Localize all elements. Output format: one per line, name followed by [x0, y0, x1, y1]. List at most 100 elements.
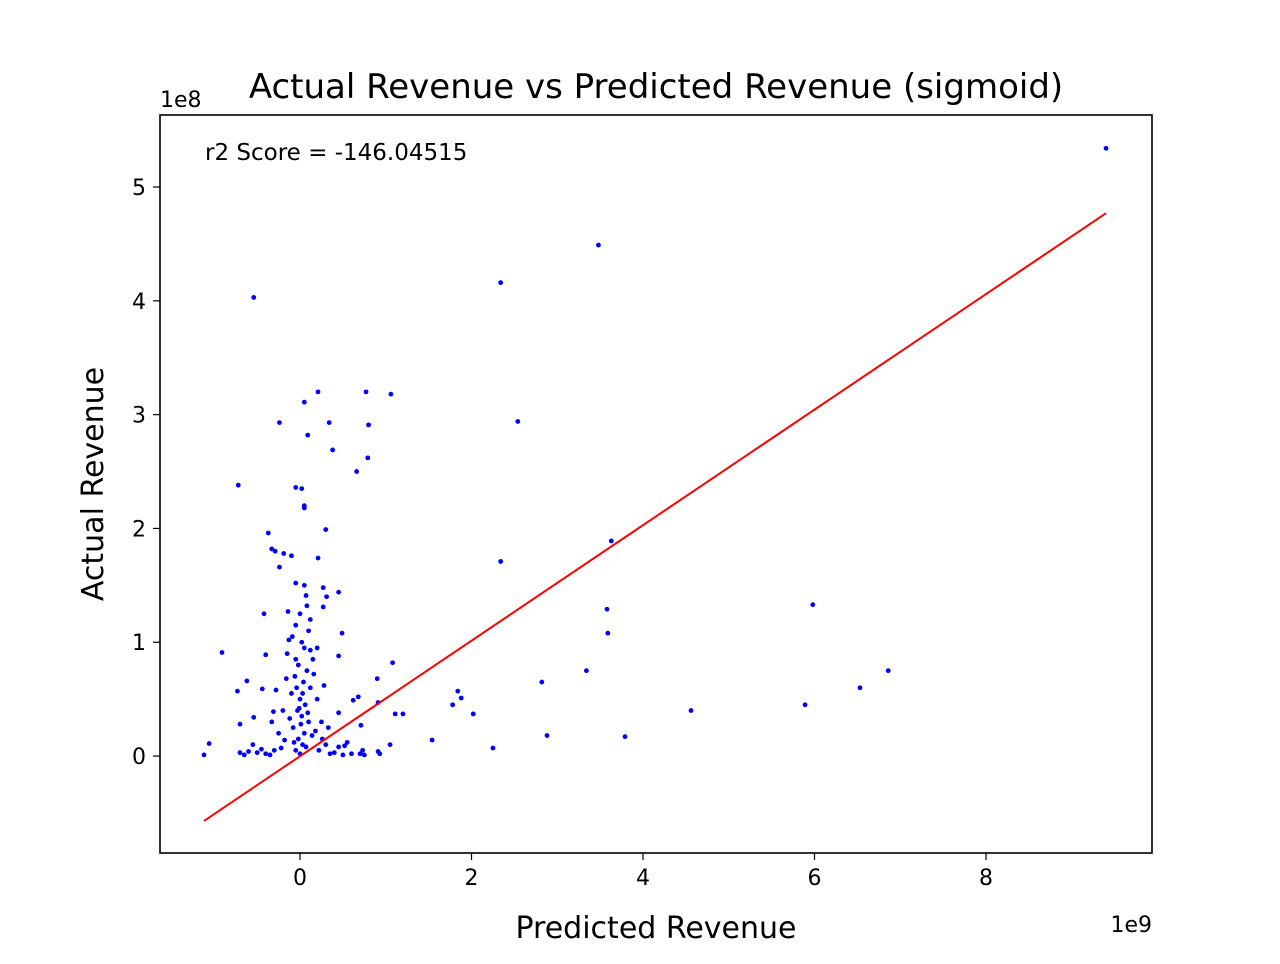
point	[241, 752, 247, 758]
point	[261, 611, 267, 617]
point	[206, 741, 212, 746]
point	[246, 749, 251, 754]
point	[340, 752, 346, 758]
point	[314, 645, 320, 651]
point	[291, 739, 297, 745]
point	[237, 750, 243, 756]
point	[303, 593, 309, 598]
point	[596, 242, 601, 248]
point	[293, 656, 299, 662]
point	[265, 530, 271, 536]
point	[299, 713, 305, 719]
point	[857, 685, 863, 691]
point	[319, 719, 324, 725]
annotation: r2 Score = -146.04515	[205, 140, 467, 166]
point	[295, 662, 301, 668]
point	[267, 752, 273, 758]
point	[285, 609, 291, 614]
point	[321, 683, 327, 688]
plot-area	[201, 145, 1109, 822]
point	[235, 688, 240, 694]
chart-title: Actual Revenue vs Predicted Revenue (sig…	[249, 67, 1063, 107]
point	[306, 628, 311, 634]
point	[290, 725, 296, 730]
point	[273, 687, 279, 693]
point	[307, 647, 313, 653]
x-offset-label: 1e9	[1110, 913, 1152, 938]
point	[455, 688, 461, 694]
point	[296, 705, 302, 711]
point	[301, 505, 307, 511]
point	[301, 730, 307, 736]
point	[286, 637, 292, 643]
point	[289, 691, 294, 696]
point	[301, 399, 307, 405]
point	[304, 603, 310, 609]
point	[219, 650, 225, 655]
point	[307, 685, 313, 691]
point	[311, 671, 317, 677]
point	[287, 716, 293, 721]
point	[269, 546, 275, 552]
point	[289, 553, 294, 559]
point	[515, 419, 521, 424]
point	[280, 708, 286, 713]
point	[259, 686, 265, 692]
point	[622, 734, 628, 740]
point	[470, 711, 476, 717]
point	[327, 751, 333, 757]
point	[802, 702, 808, 708]
point	[300, 691, 305, 696]
point	[292, 673, 298, 679]
point	[316, 747, 322, 753]
point	[324, 594, 330, 600]
point	[366, 422, 372, 428]
point	[429, 737, 435, 743]
point	[688, 708, 694, 713]
point	[304, 668, 310, 674]
point	[310, 656, 316, 662]
point	[325, 725, 331, 730]
x-axis-label: Predicted Revenue	[515, 911, 796, 946]
point	[298, 721, 304, 727]
point	[284, 651, 290, 657]
point	[302, 702, 308, 708]
point	[269, 719, 275, 725]
point	[374, 676, 380, 682]
point	[605, 630, 611, 636]
point	[330, 447, 336, 453]
point	[344, 739, 350, 745]
point	[336, 653, 342, 659]
point	[251, 714, 257, 720]
point	[358, 722, 364, 728]
point	[306, 719, 311, 725]
point	[293, 580, 299, 586]
point	[342, 743, 348, 749]
point	[357, 751, 363, 757]
point	[309, 733, 315, 738]
point	[355, 694, 361, 700]
point	[297, 611, 303, 617]
y-tick-label: 0	[132, 745, 146, 770]
point	[299, 639, 305, 645]
y-axis-label: Actual Revenue	[76, 367, 111, 601]
point	[326, 420, 332, 426]
point	[1103, 145, 1109, 151]
point	[293, 485, 299, 490]
x-tick-label: 0	[293, 866, 307, 891]
point	[320, 585, 326, 591]
point	[313, 728, 318, 734]
point	[251, 295, 257, 300]
point	[498, 559, 504, 564]
point	[278, 745, 284, 751]
point	[390, 660, 396, 666]
point	[250, 742, 256, 748]
point	[307, 617, 313, 622]
point	[294, 685, 299, 691]
point	[315, 389, 321, 395]
point	[201, 752, 207, 758]
y-tick-label: 4	[132, 290, 146, 315]
point	[299, 486, 305, 492]
point	[297, 696, 303, 702]
point	[539, 679, 545, 685]
